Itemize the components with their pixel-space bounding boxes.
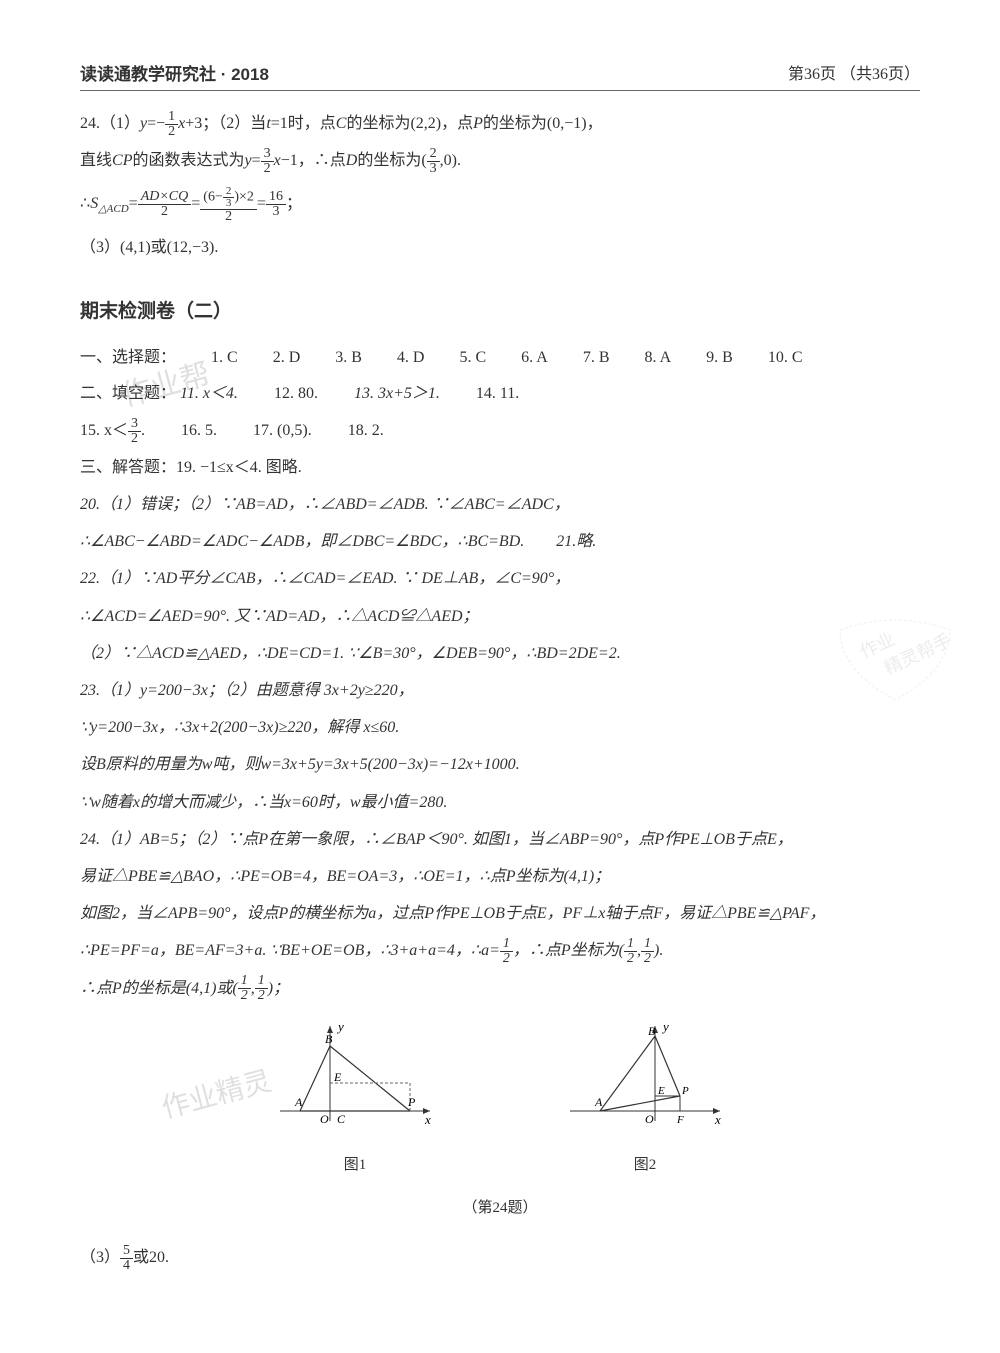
- line-24f: （3）54或20.: [80, 1240, 920, 1275]
- figure-1: x y O A B E C P 图1: [270, 1021, 440, 1182]
- svg-text:x: x: [714, 1112, 721, 1127]
- figure-caption: （第24题）: [80, 1192, 920, 1225]
- line-24c: 如图2，当∠APB=90°，设点P的横坐标为a，过点P作PE⊥OB于点E，PF⊥…: [80, 896, 920, 931]
- svg-text:y: y: [661, 1021, 669, 1034]
- section-title-2: 期末检测卷（二）: [80, 291, 920, 333]
- figures-row: x y O A B E C P 图1 x: [80, 1021, 920, 1182]
- line-22b: ∴∠ACD=∠AED=90°. 又∵AD=AD，∴△ACD≌△AED；: [80, 599, 920, 634]
- header-right: 第36页 （共36页）: [788, 60, 920, 85]
- line-24: 24.（1）AB=5；（2）∵点P在第一象限，∴∠BAP＜90°. 如图1，当∠…: [80, 822, 920, 857]
- line-24-4: （3）(4,1)或(12,−3).: [80, 230, 920, 265]
- figure-2: x y O A B E P F 图2: [560, 1021, 730, 1182]
- figure-1-label: 图1: [270, 1149, 440, 1182]
- line-24-3: ∴S△ACD=AD×CQ2=(6−23)×22=163；: [80, 180, 920, 228]
- svg-text:E: E: [657, 1085, 665, 1097]
- content-body: 24.（1）y=−12x+3；（2）当t=1时，点C的坐标为(2,2)，点P的坐…: [80, 106, 920, 1275]
- header-left: 读读通教学研究社 · 2018: [80, 60, 269, 85]
- line-24e: ∴点P的坐标是(4,1)或(12,12)；: [80, 971, 920, 1006]
- svg-text:O: O: [645, 1112, 654, 1126]
- line-22c: （2）∵△ACD≌△AED，∴DE=CD=1. ∵∠B=30°，∠DEB=90°…: [80, 636, 920, 671]
- line-23c: 设B原料的用量为w吨，则w=3x+5y=3x+5(200−3x)=−12x+10…: [80, 747, 920, 782]
- figure-2-svg: x y O A B E P F: [560, 1021, 730, 1131]
- line-24d: ∴PE=PF=a，BE=AF=3+a. ∵BE+OE=OB，∴3+a+a=4，∴…: [80, 933, 920, 968]
- svg-text:B: B: [325, 1032, 333, 1046]
- fill-row-2: 15. x＜32. 16. 5. 17. (0,5). 18. 2.: [80, 413, 920, 448]
- svg-text:O: O: [320, 1112, 329, 1126]
- line-24b: 易证△PBE≌△BAO，∴PE=OB=4，BE=OA=3，∴OE=1，∴点P坐标…: [80, 859, 920, 894]
- svg-text:C: C: [337, 1112, 346, 1126]
- svg-text:B: B: [648, 1024, 656, 1038]
- svg-text:F: F: [676, 1114, 684, 1126]
- svg-text:A: A: [594, 1095, 603, 1109]
- line-20: 20.（1）错误；（2）∵AB=AD，∴∠ABD=∠ADB. ∵∠ABC=∠AD…: [80, 487, 920, 522]
- svg-text:P: P: [407, 1095, 416, 1109]
- line-23: 23.（1）y=200−3x；（2）由题意得 3x+2y≥220，: [80, 673, 920, 708]
- svg-text:P: P: [681, 1085, 689, 1097]
- multiple-choice-row: 一、选择题： 1. C 2. D 3. B 4. D 5. C 6. A 7. …: [80, 340, 920, 375]
- line-23b: ∵y=200−3x，∴3x+2(200−3x)≥220，解得 x≤60.: [80, 710, 920, 745]
- fill-row-1: 二、填空题： 11. x＜4. 12. 80. 13. 3x+5＞1. 14. …: [80, 376, 920, 411]
- figure-1-svg: x y O A B E C P: [270, 1021, 440, 1131]
- line-22: 22.（1）∵AD平分∠CAB，∴∠CAD=∠EAD. ∵ DE⊥AB，∠C=9…: [80, 561, 920, 596]
- line-23d: ∵w随着x的增大而减少，∴当x=60时，w最小值=280.: [80, 785, 920, 820]
- line-19: 三、解答题：19. −1≤x＜4. 图略.: [80, 450, 920, 485]
- page-header: 读读通教学研究社 · 2018 第36页 （共36页）: [80, 60, 920, 91]
- line-24-2: 直线CP的函数表达式为y=32x−1，∴点D的坐标为(23,0).: [80, 143, 920, 178]
- svg-text:x: x: [424, 1112, 431, 1127]
- svg-text:E: E: [333, 1070, 342, 1084]
- svg-text:y: y: [336, 1021, 344, 1034]
- figure-2-label: 图2: [560, 1149, 730, 1182]
- line-24-1: 24.（1）y=−12x+3；（2）当t=1时，点C的坐标为(2,2)，点P的坐…: [80, 106, 920, 141]
- line-20b: ∴∠ABC−∠ABD=∠ADC−∠ADB，即∠DBC=∠BDC，∴BC=BD. …: [80, 524, 920, 559]
- svg-text:A: A: [294, 1095, 303, 1109]
